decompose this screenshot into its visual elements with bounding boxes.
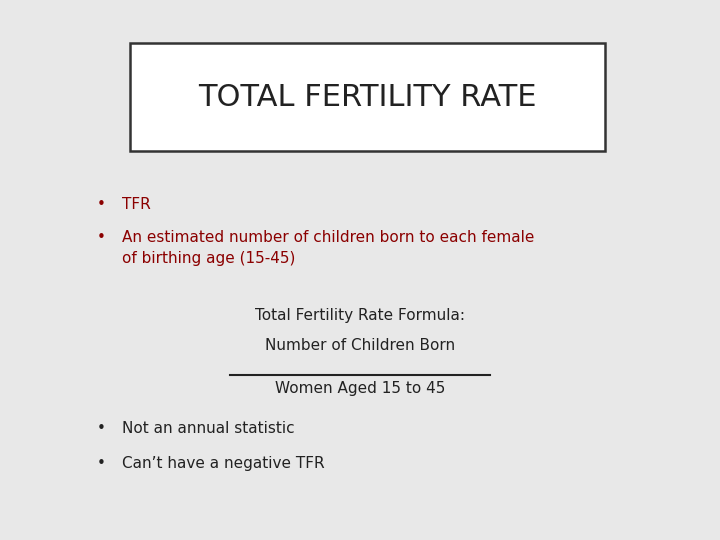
Text: Can’t have a negative TFR: Can’t have a negative TFR xyxy=(122,456,325,471)
Text: •: • xyxy=(96,197,105,212)
Text: TOTAL FERTILITY RATE: TOTAL FERTILITY RATE xyxy=(198,83,536,112)
Text: •: • xyxy=(96,421,105,436)
Text: An estimated number of children born to each female
of birthing age (15-45): An estimated number of children born to … xyxy=(122,230,535,266)
FancyBboxPatch shape xyxy=(130,43,605,151)
Text: •: • xyxy=(96,230,105,245)
Text: Number of Children Born: Number of Children Born xyxy=(265,338,455,353)
Text: TFR: TFR xyxy=(122,197,151,212)
Text: •: • xyxy=(96,456,105,471)
Text: Not an annual statistic: Not an annual statistic xyxy=(122,421,295,436)
Text: Total Fertility Rate Formula:: Total Fertility Rate Formula: xyxy=(255,308,465,323)
Text: Women Aged 15 to 45: Women Aged 15 to 45 xyxy=(275,381,445,396)
